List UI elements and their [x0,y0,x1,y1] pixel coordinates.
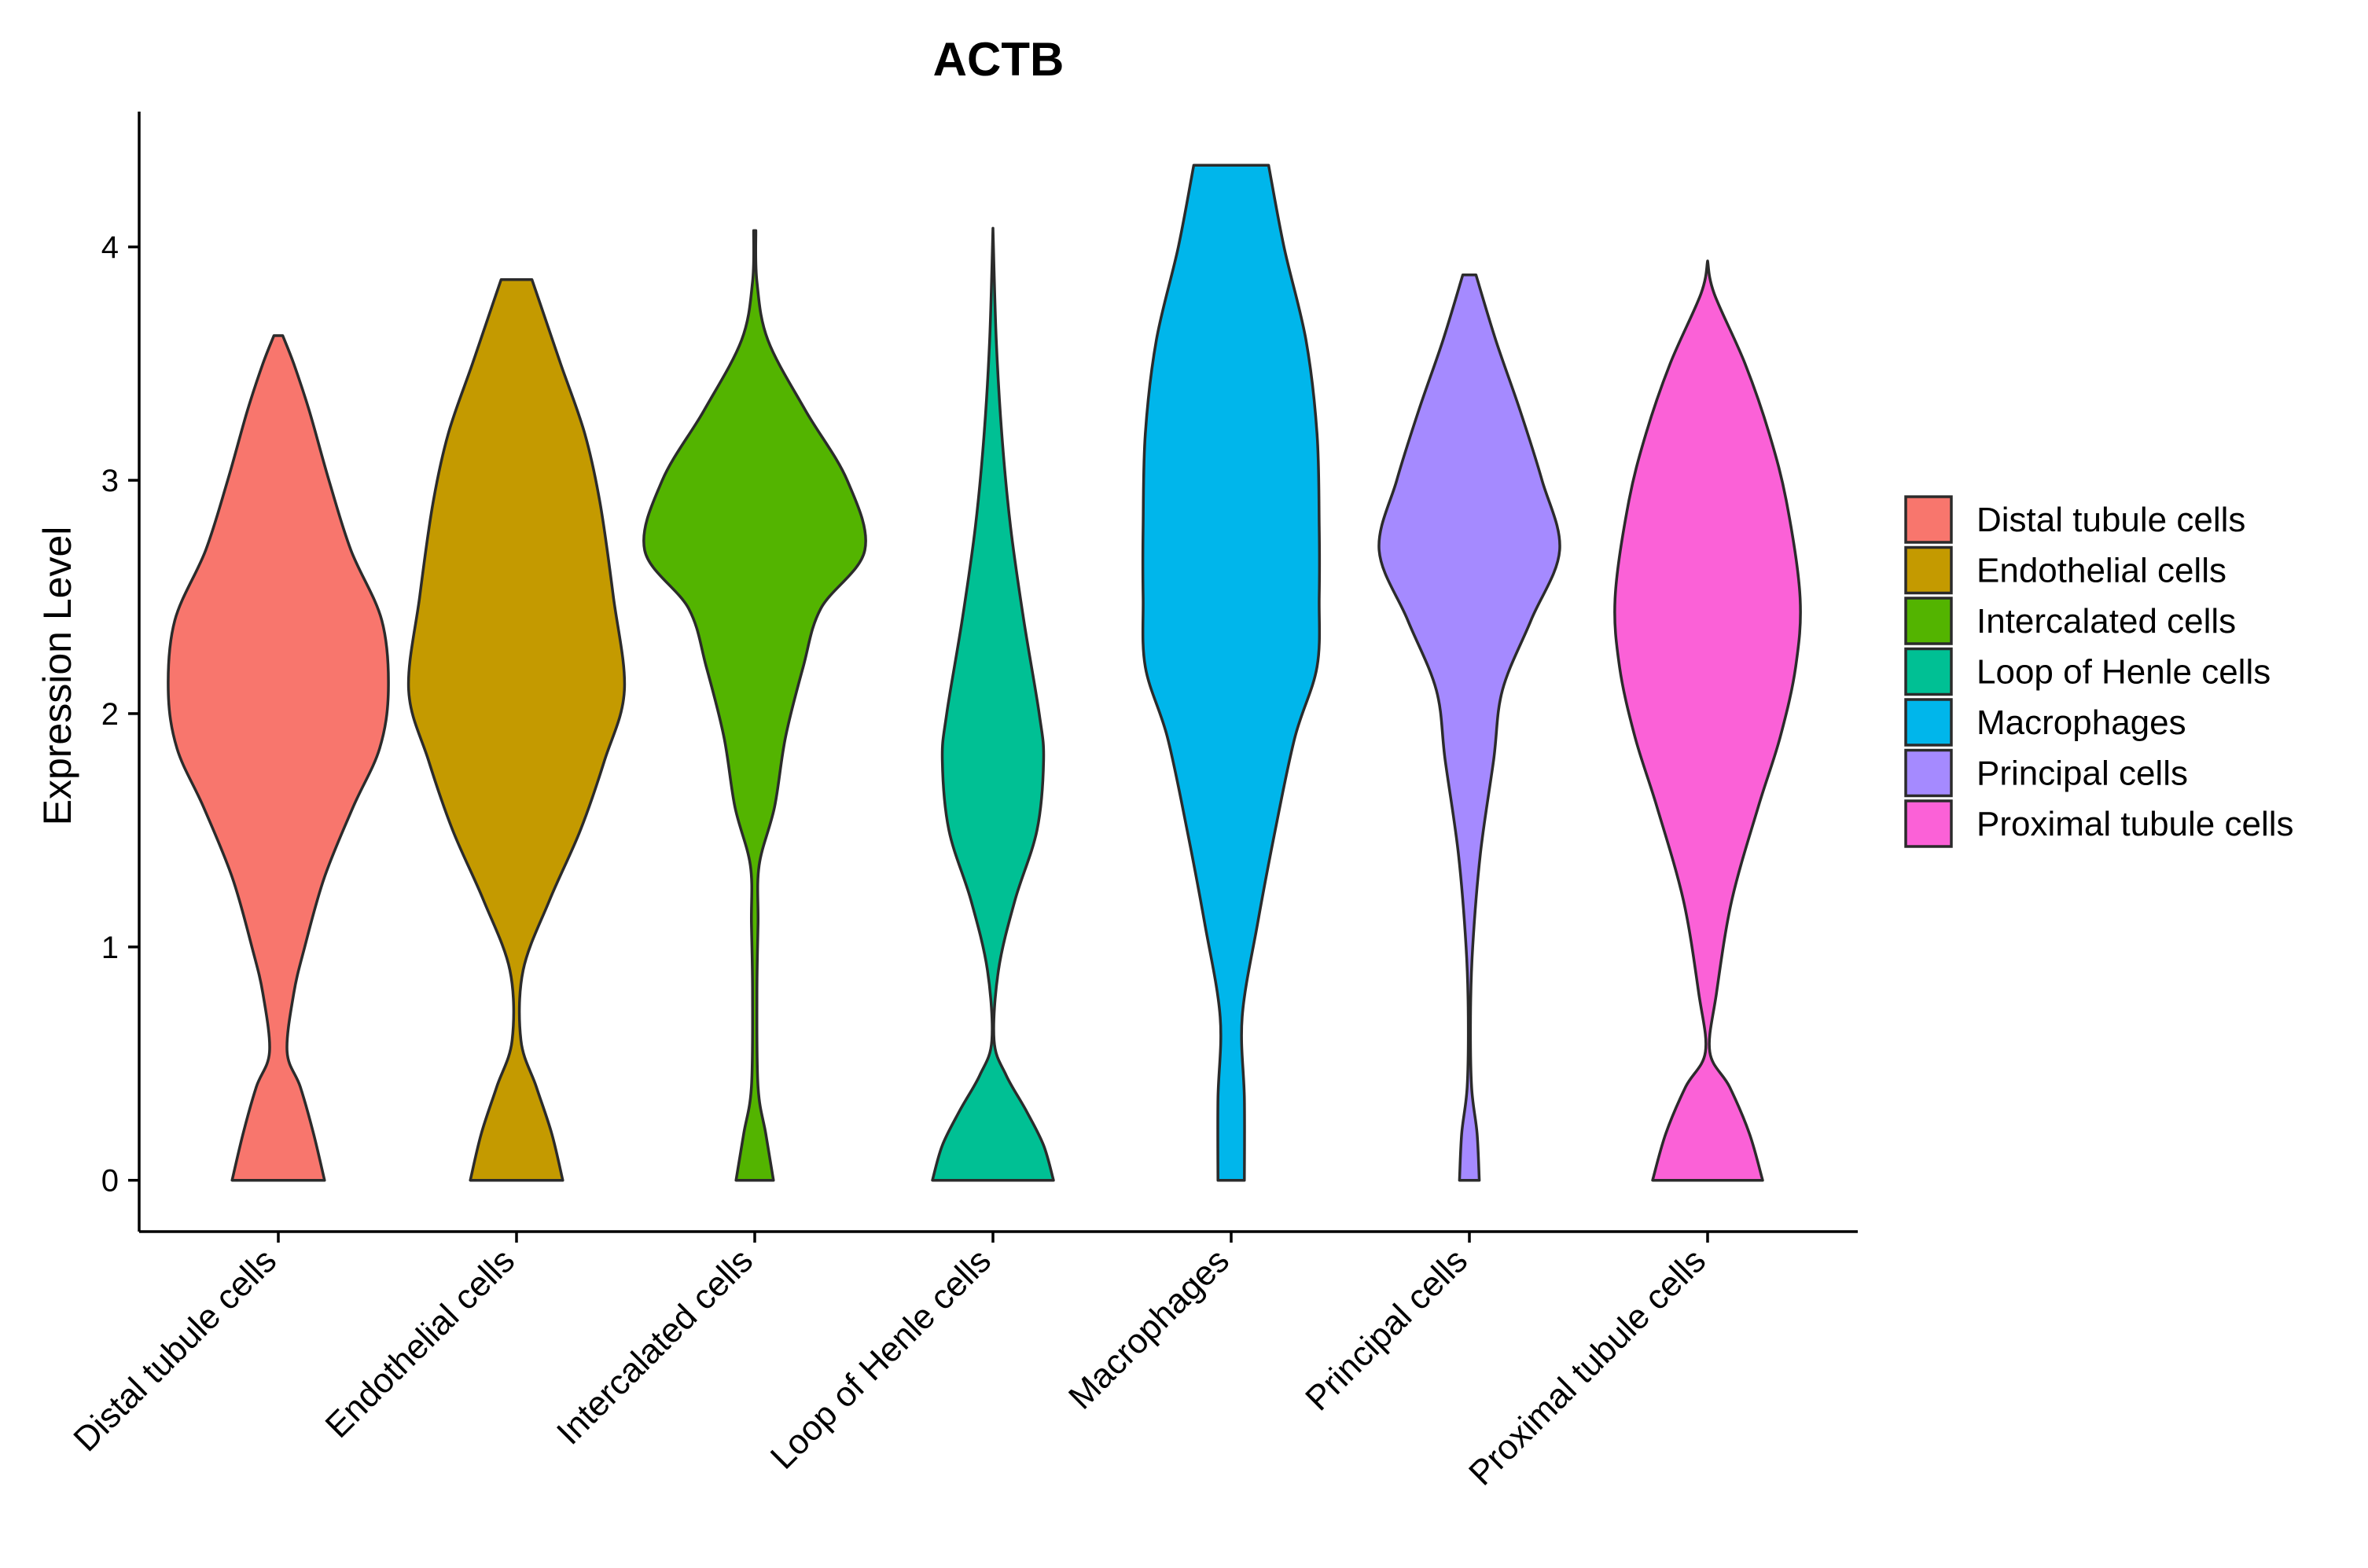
y-tick-label-0: 0 [101,1164,119,1199]
chart-title: ACTB [933,33,1064,86]
legend-key-proximal-tubule-cells [1904,799,1953,848]
legend-label-macrophages: Macrophages [1976,703,2186,742]
violin-intercalated-cells [642,229,867,1182]
violin-endothelial-cells [406,277,627,1182]
legend: Distal tubule cells Endothelial cells Inte… [1904,495,2294,848]
legend-label-proximal-tubule-cells: Proximal tubule cells [1976,805,2294,843]
legend-key-distal-tubule-cells [1904,495,1953,544]
violin-group [167,163,1802,1182]
y-axis-title: Expression Level [35,527,79,826]
legend-key-loop-of-henle-cells [1904,647,1953,696]
y-axis-ticks: 0 1 2 3 4 [101,230,139,1199]
legend-label-intercalated-cells: Intercalated cells [1976,602,2236,641]
legend-key-intercalated-cells [1904,597,1953,645]
legend-label-loop-of-henle-cells: Loop of Henle cells [1976,653,2271,692]
y-tick-label-3: 3 [101,464,119,498]
y-tick-label-2: 2 [101,697,119,732]
legend-label-endothelial-cells: Endothelial cells [1976,552,2226,590]
legend-key-endothelial-cells [1904,545,1953,595]
violin-principal-cells [1377,274,1561,1182]
legend-label-principal-cells: Principal cells [1976,755,2188,793]
y-tick-label-1: 1 [101,931,119,965]
legend-key-principal-cells [1904,748,1953,798]
legend-key-macrophages [1904,698,1953,747]
violin-distal-tubule-cells [167,334,390,1182]
violin-proximal-tubule-cells [1613,259,1802,1182]
y-tick-label-4: 4 [101,230,119,265]
legend-label-distal-tubule-cells: Distal tubule cells [1976,501,2245,539]
violin-loop-of-henle-cells [931,226,1055,1182]
violin-macrophages [1141,163,1322,1182]
